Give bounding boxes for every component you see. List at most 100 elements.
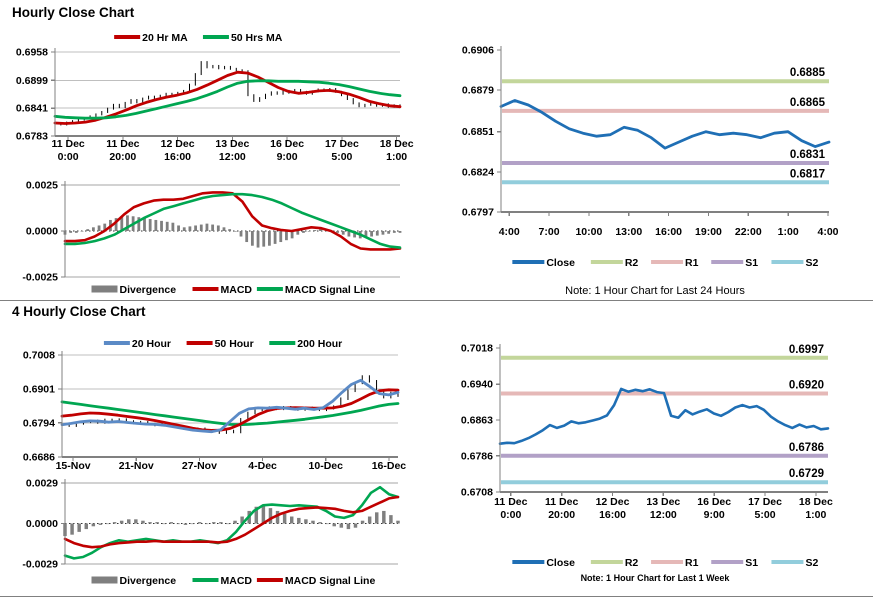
level-label-r1: 0.6920 [789,380,824,392]
x-tick-label: 1:00 [778,226,799,238]
section-divider-1 [0,300,873,301]
y-tick-label: 0.6797 [462,207,494,219]
legend-item-s2: S2 [771,257,818,269]
legend: 20 Hour 50 Hour 200 Hour [103,338,342,350]
x-tick-label: 19:00 [695,226,722,238]
x-tick-label: 12 Dec [161,138,195,150]
y-axis: 0.0025 0.0000 -0.0025 [22,180,66,284]
legend-label: R1 [685,257,699,269]
level-line-s2: 0.6729 [501,468,828,485]
x-axis: 4:00 7:00 10:00 13:00 16:00 19:00 22:00 1:00 4:0… [499,211,839,238]
y-tick-label: 0.6686 [23,452,55,464]
section-title-hourly: Hourly Close Chart [12,5,135,20]
x-tick-label: 5:00 [755,509,776,521]
legend-swatch-icon [91,576,118,584]
x-tick-label: 17 Dec [748,496,782,508]
legend-label: Divergence [120,284,177,296]
legend: Close R2 R1 S1 S2 [512,257,818,269]
x-tick-label: 7:00 [539,226,560,238]
x-tick-label: 0:00 [58,151,79,163]
x-tick-label: 11 Dec [494,496,527,508]
y-tick-label: 0.0029 [26,478,58,490]
divergence-bars [63,505,400,537]
x-tick-label: 16:00 [655,226,682,238]
level-line-r2: 0.6885 [502,67,829,84]
y-tick-label: -0.0025 [22,272,58,284]
y-axis: 0.6958 0.6899 0.6841 0.6783 [16,47,56,143]
x-tick-label: 21-Nov [119,460,154,472]
x-tick-label: 1:00 [386,151,407,163]
y-tick-label: 0.7008 [23,350,55,362]
y-axis: 0.6906 0.6879 0.6851 0.6824 0.6797 [462,45,502,219]
x-tick-label: 12:00 [219,151,246,163]
legend: Divergence MACD MACD Signal Line [91,284,375,296]
level-line-s2: 0.6817 [502,168,829,185]
section-title-four-hourly: 4 Hourly Close Chart [12,304,146,319]
x-tick-label: 20:00 [548,509,575,521]
legend-item-50-hour: 50 Hour [186,338,254,350]
level-label-r1: 0.6865 [790,97,826,109]
series-macd-signal-line [63,495,400,549]
legend-label: Close [546,557,575,569]
legend-label: 50 Hrs MA [231,32,283,44]
x-tick-label: 5:00 [331,151,352,163]
level-line-s1: 0.6831 [502,149,829,165]
level-line-r1: 0.6920 [501,380,828,396]
y-tick-label: 0.6940 [461,379,493,391]
legend-item-s1: S1 [711,257,758,269]
x-tick-label: 27-Nov [182,460,217,472]
legend-item-close: Close [512,257,575,269]
hourly-support-resistance-chart: 0.6885 0.6865 0.6831 0.6817 0.6906 0.6879 0.68… [462,45,839,270]
y-tick-label: 0.6824 [462,166,494,178]
legend-item-divergence: Divergence [91,575,176,587]
legend-item-20-hr-ma: 20 Hr MA [114,32,188,44]
x-tick-label: 16:00 [164,151,191,163]
x-tick-label: 13 Dec [646,496,680,508]
y-tick-label: 0.6794 [23,417,55,429]
legend-item-20-hour: 20 Hour [103,338,171,350]
y-tick-label: 0.6958 [16,47,48,59]
x-tick-label: 9:00 [277,151,298,163]
x-tick-label: 16 Dec [270,138,304,150]
x-tick-label: 11 Dec [545,496,578,508]
legend-label: S1 [745,557,758,569]
legend-label: 20 Hr MA [142,32,188,44]
hourly-macd-chart: 0.0025 0.0000 -0.0025 Divergence MACD MACD Si… [22,180,402,296]
legend-item-r1: R1 [651,557,699,569]
x-tick-label: 4:00 [818,226,839,238]
y-tick-label: 0.7018 [461,343,493,355]
legend-item-50-hrs-ma: 50 Hrs MA [202,32,283,44]
level-label-s2: 0.6817 [790,168,825,180]
y-tick-label: 0.6901 [23,383,55,395]
legend-label: R2 [625,557,639,569]
y-axis: 0.7008 0.6901 0.6794 0.6686 [23,350,63,464]
y-tick-label: 0.6879 [462,85,494,97]
level-line-r1: 0.6865 [502,97,829,113]
x-tick-label: 16-Dec [372,460,407,472]
y-tick-label: 0.6863 [461,415,493,427]
legend-item-macd: MACD [192,284,252,296]
gridlines [65,184,400,278]
x-tick-label: 4-Dec [248,460,277,472]
series-close [498,387,830,445]
legend-item-macd: MACD [192,575,252,587]
series-200-hour [60,400,400,427]
legend-item-s1: S1 [711,557,758,569]
x-tick-label: 11 Dec [106,138,139,150]
legend-item-r2: R2 [590,257,638,269]
series-macd [63,485,400,560]
series-20-hr-ma [53,70,402,125]
series-close [499,99,831,150]
legend-swatch-icon [91,285,118,293]
legend: Divergence MACD MACD Signal Line [91,575,375,587]
x-tick-label: 13 Dec [215,138,249,150]
x-tick-label: 18 Dec [799,496,833,508]
level-line-s1: 0.6786 [501,442,828,458]
y-tick-label: 0.6783 [16,131,48,143]
four-hourly-macd-chart: 0.0029 0.0000 -0.0029 Divergence MACD MACD Si… [22,478,400,587]
x-tick-label: 10:00 [575,226,602,238]
legend-label: 20 Hour [132,338,171,350]
hourly-chart-note: Note: 1 Hour Chart for Last 24 Hours [565,285,745,297]
